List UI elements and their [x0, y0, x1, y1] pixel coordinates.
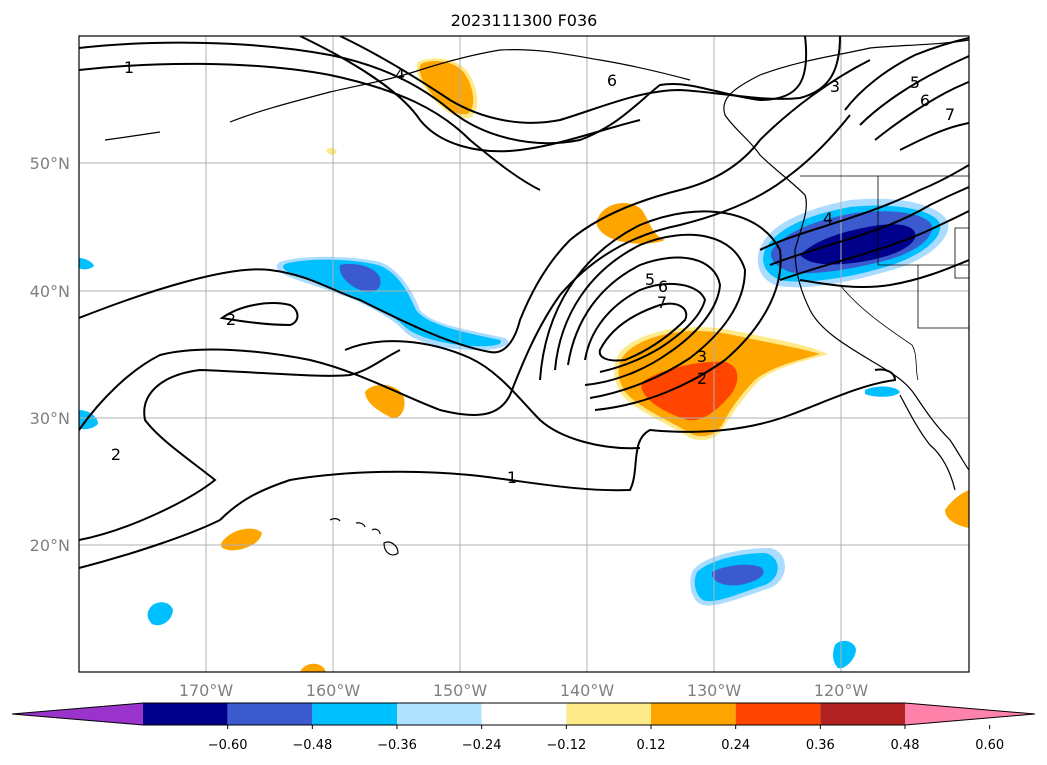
negative-anomaly-region — [865, 386, 900, 397]
colorbar-tick-label: 0.48 — [891, 738, 920, 753]
positive-anomaly-region — [641, 361, 738, 421]
colorbar-tick-label: 0.60 — [975, 738, 1004, 753]
colorbar: −0.60 −0.48 −0.36 −0.24 −0.12 0.12 0.24 0.36 0.4… — [11, 702, 1036, 753]
contour-lines — [79, 36, 969, 569]
lat-label: 50°N — [30, 154, 70, 173]
colorbar-extend-left — [12, 703, 143, 725]
contour-label: 6 — [920, 91, 930, 110]
contour-label: 6 — [658, 277, 668, 296]
negative-anomaly-region — [283, 259, 501, 347]
colorbar-segment — [651, 703, 736, 725]
colorbar-tick-label: 0.12 — [637, 738, 666, 753]
colorbar-segment — [735, 703, 821, 725]
colorbar-segment — [566, 703, 651, 725]
lon-label: 120°W — [814, 681, 869, 700]
colorbar-outline — [11, 702, 1036, 726]
negative-anomaly-region — [339, 264, 381, 292]
colorbar-tick-label: 0.36 — [806, 738, 835, 753]
lon-label: 130°W — [687, 681, 742, 700]
contour-label: 4 — [395, 65, 405, 84]
colorbar-tick-label: −0.24 — [462, 738, 502, 753]
contour-label: 3 — [697, 347, 707, 366]
positive-anomaly-region — [365, 384, 405, 419]
colorbar-tick-label: −0.48 — [292, 738, 332, 753]
colorbar-segment — [227, 703, 313, 725]
contour-labels: 1 6 3 5 6 7 4 4 2 2 5 6 7 3 2 1 — [111, 58, 955, 487]
lat-label: 20°N — [30, 536, 70, 555]
positive-anomaly-region — [300, 663, 326, 672]
contour-label: 7 — [657, 293, 667, 312]
map-frame — [78, 35, 970, 673]
colorbar-segment — [481, 703, 567, 725]
contour-label: 5 — [645, 270, 655, 289]
colorbar-tick-label: −0.60 — [208, 738, 248, 753]
lat-label: 30°N — [30, 409, 70, 428]
contour-label: 5 — [910, 73, 920, 92]
colorbar-tick-label: −0.36 — [377, 738, 417, 753]
negative-anomaly-region — [147, 602, 173, 626]
colorbar-segment — [397, 703, 482, 725]
lon-label: 170°W — [179, 681, 234, 700]
colorbar-tick-label: 0.24 — [721, 738, 750, 753]
gridlines — [79, 36, 969, 672]
colorbar-segment — [312, 703, 397, 725]
contour-label: 2 — [697, 369, 707, 388]
lat-label: 40°N — [30, 282, 70, 301]
contour-label: 6 — [607, 71, 617, 90]
positive-anomaly-region — [326, 147, 337, 155]
negative-anomaly-region — [800, 224, 916, 265]
contour-label: 4 — [823, 209, 833, 228]
colorbar-extend-right — [905, 703, 1035, 725]
colorbar-segment — [820, 703, 905, 725]
negative-anomaly-region — [79, 258, 94, 270]
map-title: 2023111300 F036 — [451, 11, 598, 30]
contour-label: 2 — [226, 310, 236, 329]
lon-label: 140°W — [560, 681, 615, 700]
hawaii-islands — [329, 518, 399, 556]
lon-label: 150°W — [433, 681, 488, 700]
contour-label: 3 — [830, 77, 840, 96]
negative-anomaly-region — [833, 640, 856, 669]
positive-anomaly-region — [945, 490, 969, 528]
contour-label: 1 — [124, 58, 134, 77]
negative-anomaly-region — [711, 564, 764, 586]
coastlines — [104, 39, 969, 491]
colorbar-tick-label: −0.12 — [546, 738, 586, 753]
longitude-labels: 170°W 160°W 150°W 140°W 130°W 120°W — [179, 681, 869, 700]
lon-label: 160°W — [306, 681, 361, 700]
contour-label: 7 — [945, 105, 955, 124]
colorbar-segment — [143, 703, 228, 725]
latitude-labels: 50°N 40°N 30°N 20°N — [30, 154, 70, 555]
contour-label: 2 — [111, 445, 121, 464]
contour-label: 1 — [507, 468, 517, 487]
